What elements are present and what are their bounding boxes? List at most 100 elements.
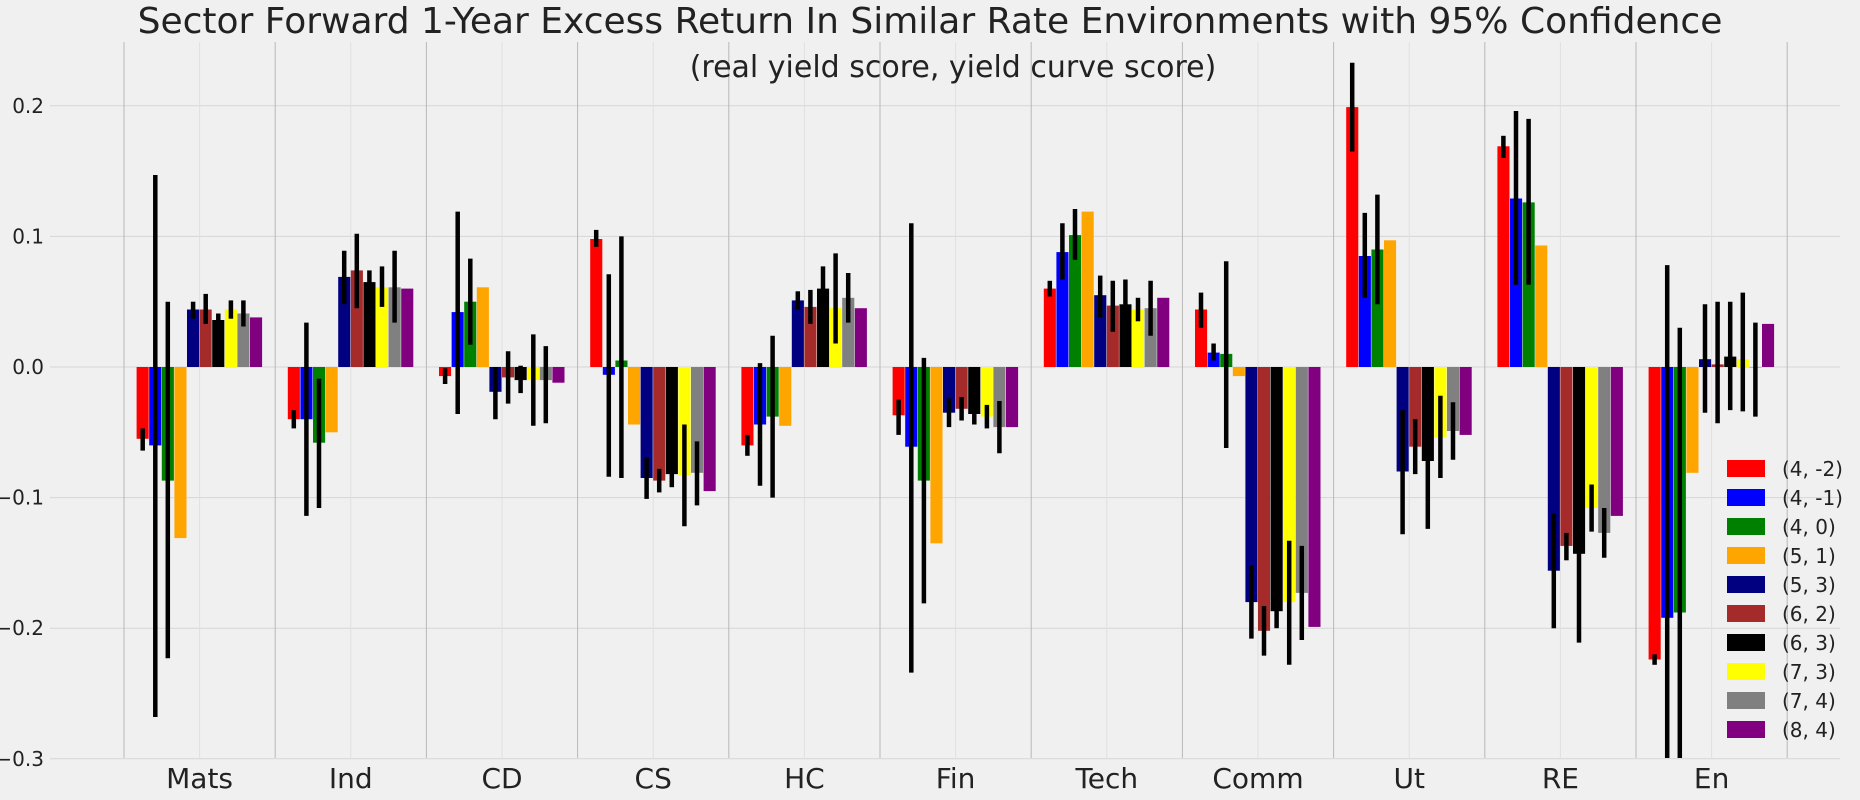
axes: 0.2 0.1 0.0 −0.1 −0.2 −0.3 Mats Ind CD CS HC Fin Tec…: [0, 94, 1729, 795]
bar: [212, 320, 225, 367]
bar: [287, 367, 300, 420]
legend-label: (4, -2): [1782, 457, 1843, 481]
bar: [552, 367, 565, 383]
x-tick-label: Ind: [329, 762, 373, 795]
x-tick-label: HC: [784, 762, 825, 795]
bar: [1270, 367, 1283, 612]
bar: [1447, 367, 1460, 431]
bar: [1762, 323, 1775, 367]
bar: [703, 367, 716, 492]
bar: [388, 287, 401, 367]
bar: [817, 288, 830, 367]
legend-swatch: [1727, 663, 1765, 680]
bar: [804, 306, 817, 367]
bar: [1295, 367, 1308, 593]
bar: [590, 239, 603, 367]
x-tick-label: En: [1694, 762, 1729, 795]
chart-subtitle: (real yield score, yield curve score): [690, 50, 1217, 85]
bar: [1598, 367, 1611, 533]
bar: [376, 287, 389, 367]
bar: [628, 367, 641, 425]
bar: [1585, 367, 1598, 508]
x-tick-label: CD: [481, 762, 522, 795]
bar: [1547, 367, 1560, 571]
bar: [136, 367, 149, 439]
legend-label: (8, 4): [1782, 718, 1836, 742]
legend-swatch: [1727, 547, 1765, 564]
bar: [1144, 308, 1157, 367]
bar: [640, 367, 653, 478]
legend-label: (5, 3): [1782, 573, 1836, 597]
bar: [993, 367, 1006, 428]
y-tick-label: 0.2: [12, 94, 44, 118]
bar: [665, 367, 678, 475]
legend-label: (5, 1): [1782, 544, 1836, 568]
bar: [1157, 297, 1170, 367]
bar: [930, 367, 943, 544]
legend-label: (4, 0): [1782, 515, 1836, 539]
bar: [791, 300, 804, 367]
bar: [199, 309, 212, 367]
bar: [1245, 367, 1258, 603]
bar: [854, 308, 867, 367]
bar: [476, 287, 489, 367]
bar: [741, 367, 754, 446]
bar: [955, 367, 968, 409]
bar: [1043, 288, 1056, 367]
x-tick-label: Comm: [1212, 762, 1303, 795]
bar: [1459, 367, 1472, 435]
bar: [892, 367, 905, 416]
bar: [779, 367, 792, 426]
bar: [1409, 367, 1422, 447]
bar: [1006, 367, 1019, 428]
bar: [250, 317, 263, 367]
bar: [1069, 235, 1082, 367]
bars: [136, 107, 1775, 660]
bar: [1232, 367, 1245, 377]
bar: [1283, 367, 1296, 603]
bar: [842, 297, 855, 367]
bar: [350, 270, 363, 367]
bar: [325, 367, 338, 433]
legend-swatch: [1727, 692, 1765, 709]
bar: [237, 313, 250, 367]
bar: [1384, 240, 1397, 367]
bar: [1686, 367, 1699, 473]
y-tick-label: −0.1: [0, 486, 44, 510]
bar: [1535, 245, 1548, 367]
bar: [1094, 295, 1107, 367]
y-tick-label: 0.0: [12, 355, 44, 379]
x-tick-label: Mats: [166, 762, 233, 795]
bar: [1119, 304, 1132, 367]
bar: [1106, 305, 1119, 367]
bar: [174, 367, 187, 539]
x-tick-label: Tech: [1074, 762, 1138, 795]
bar: [224, 309, 237, 367]
y-tick-label: 0.1: [12, 224, 44, 248]
x-tick-label: RE: [1542, 762, 1579, 795]
bar: [980, 367, 993, 417]
x-tick-label: Fin: [936, 762, 976, 795]
bar: [1308, 367, 1321, 627]
bar: [1195, 309, 1208, 367]
bar: [1081, 211, 1094, 367]
bar: [1573, 367, 1586, 554]
x-tick-label: CS: [635, 762, 672, 795]
legend-label: (6, 3): [1782, 631, 1836, 655]
bar: [968, 367, 981, 414]
legend-label: (6, 2): [1782, 602, 1836, 626]
legend-swatch: [1727, 576, 1765, 593]
bar: [1358, 256, 1371, 367]
bar: [943, 367, 956, 413]
bar: [1371, 249, 1384, 367]
bar: [187, 309, 200, 367]
legend-swatch: [1727, 721, 1765, 738]
legend: (4, -2) (4, -1) (4, 0) (5, 1) (5, 3) (6, 2) (6…: [1727, 457, 1843, 742]
legend-swatch: [1727, 489, 1765, 506]
legend-swatch: [1727, 460, 1765, 477]
legend-swatch: [1727, 605, 1765, 622]
y-tick-label: −0.3: [0, 747, 44, 771]
bar: [678, 367, 691, 476]
